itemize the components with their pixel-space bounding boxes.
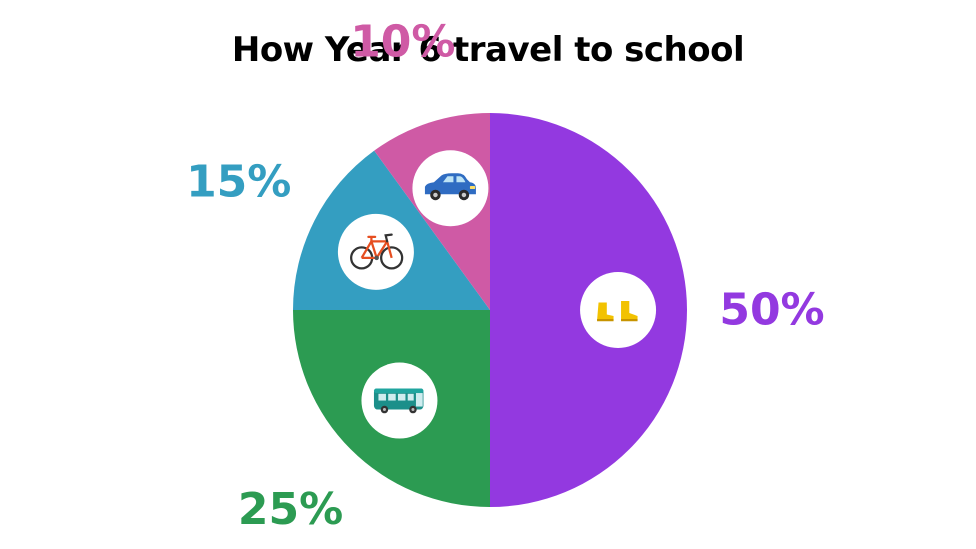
slice-label-50: 50% [719,285,824,336]
walking-boots-icon [580,272,657,348]
bicycle-icon [337,213,414,290]
bus-icon [361,362,438,439]
slice-label-15: 15% [186,156,291,207]
chart-title: How Year 6 travel to school [231,30,745,70]
slice-label-10: 10% [350,16,455,67]
slice-label-25: 25% [238,484,343,535]
car-icon [412,150,489,227]
